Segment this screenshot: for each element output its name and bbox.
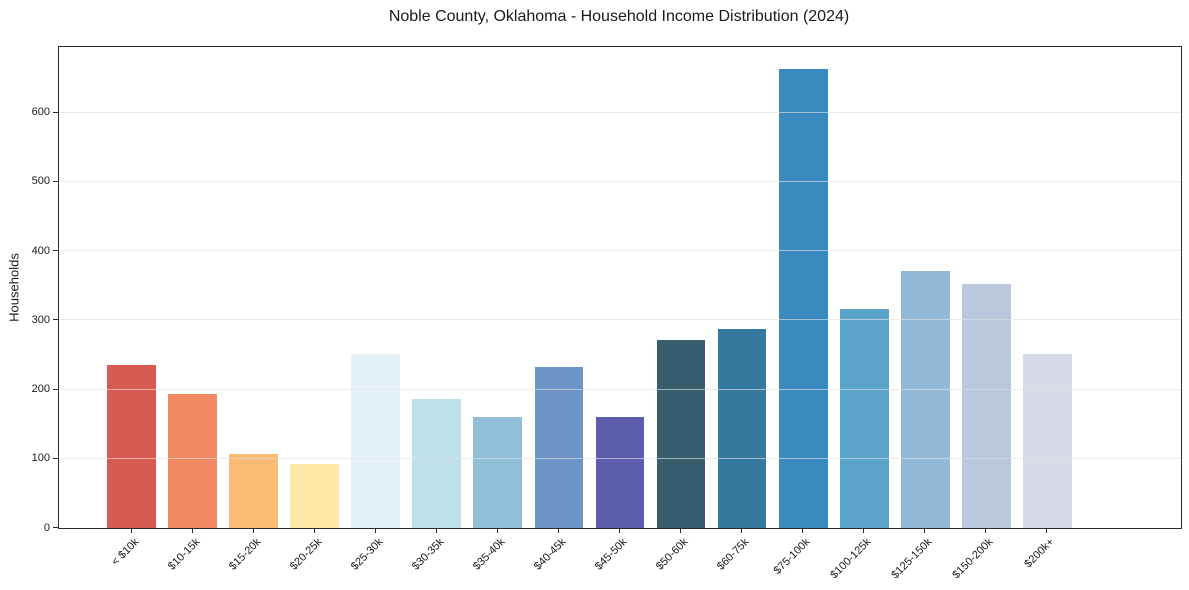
x-tick-label: $50-60k (653, 536, 691, 573)
bar-10-15k (168, 393, 218, 528)
x-tick-mark (741, 528, 743, 533)
x-tick-mark (435, 528, 437, 533)
y-tick-mark (53, 250, 58, 252)
x-tick-mark (191, 528, 193, 533)
x-tick-mark (313, 528, 315, 533)
x-tick-label: $100-125k (828, 536, 874, 582)
x-tick-mark (130, 528, 132, 533)
gridline-y-200 (59, 388, 1181, 390)
bar-20-25k (290, 464, 340, 528)
x-tick-mark (863, 528, 865, 533)
y-tick-mark (53, 180, 58, 182)
x-tick-mark (1046, 528, 1048, 533)
x-tick-mark (557, 528, 559, 533)
bar-125-150k (900, 271, 950, 528)
y-tick-label: 500 (31, 175, 50, 188)
x-tick-label: $45-50k (592, 536, 630, 573)
bar-45-50k (595, 416, 645, 528)
y-tick-mark (53, 319, 58, 321)
chart-title: Noble County, Oklahoma - Household Incom… (388, 8, 850, 25)
x-tick-label: $125-150k (889, 536, 935, 582)
x-tick-label: < $10k (109, 536, 142, 569)
gridline-y-300 (59, 319, 1181, 321)
y-tick-label: 200 (31, 383, 50, 396)
bar-25-30k (351, 353, 401, 528)
x-tick-mark (252, 528, 254, 533)
x-tick-mark (924, 528, 926, 533)
bar-10k (107, 365, 157, 528)
x-tick-label: $15-20k (226, 536, 264, 573)
y-tick-mark (53, 388, 58, 390)
x-tick-mark (619, 528, 620, 533)
y-tick-label: 100 (31, 452, 50, 465)
y-tick-mark (53, 457, 58, 459)
x-tick-label: $10-15k (165, 536, 203, 573)
x-tick-mark (985, 528, 987, 533)
x-tick-mark (374, 528, 376, 533)
bar-30-35k (412, 398, 462, 528)
bar-200k (1022, 353, 1072, 528)
gridline-y-100 (59, 457, 1181, 459)
bar-75-100k (778, 69, 828, 528)
bar-100-125k (839, 309, 889, 528)
y-tick-mark (53, 111, 58, 113)
bar-35-40k (473, 417, 523, 528)
x-tick-label: $35-40k (470, 536, 508, 573)
bar-150-200k (961, 283, 1011, 528)
x-tick-label: $75-100k (771, 536, 813, 577)
bar-60-75k (717, 328, 767, 528)
x-tick-label: $150-200k (950, 536, 996, 582)
x-tick-label: $200k+ (1022, 536, 1057, 571)
bar-15-20k (229, 453, 279, 528)
y-tick-label: 0 (43, 521, 50, 534)
x-tick-label: $60-75k (714, 536, 752, 573)
x-tick-mark (680, 528, 682, 533)
x-tick-label: $20-25k (287, 536, 325, 573)
bar-50-60k (656, 339, 706, 528)
x-tick-label: $40-45k (531, 536, 569, 573)
y-tick-label: 300 (31, 313, 50, 326)
bar-40-45k (534, 366, 584, 528)
x-tick-label: $30-35k (409, 536, 447, 573)
gridline-y-500 (59, 180, 1181, 182)
x-tick-mark (802, 528, 804, 533)
gridline-y-600 (59, 111, 1181, 113)
x-tick-label: $25-30k (348, 536, 386, 573)
x-tick-mark (496, 528, 498, 533)
y-tick-label: 400 (31, 244, 50, 257)
plot-area (58, 46, 1182, 529)
gridline-y-400 (59, 250, 1181, 252)
y-tick-mark (53, 527, 58, 528)
y-tick-label: 600 (31, 106, 50, 119)
